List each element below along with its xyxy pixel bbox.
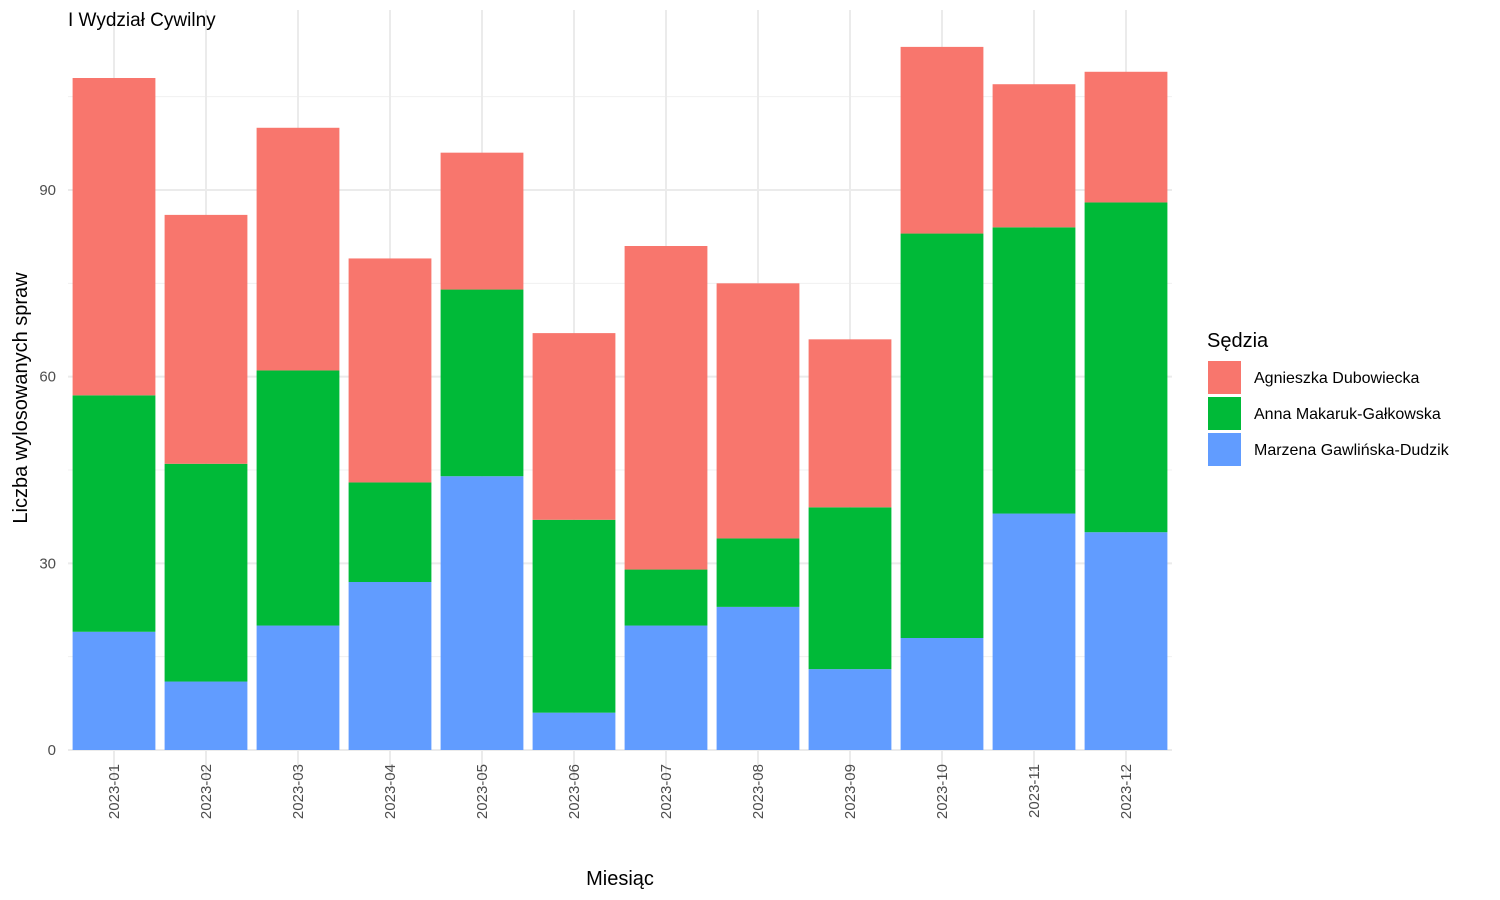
legend-key (1208, 433, 1241, 466)
y-tick-label: 60 (39, 369, 56, 386)
bar-segment (624, 569, 708, 626)
bar-segment (716, 283, 800, 539)
bar-segment (992, 84, 1076, 228)
bar-segment (1084, 71, 1168, 203)
x-tick-label: 2023-08 (750, 764, 767, 819)
legend-key (1208, 361, 1241, 394)
bar-segment (348, 582, 432, 750)
bar-segment (532, 712, 616, 750)
bar-segment (440, 152, 524, 290)
x-tick-label: 2023-07 (658, 764, 675, 819)
bar-segment (1084, 202, 1168, 533)
legend-label: Agnieszka Dubowiecka (1254, 370, 1420, 387)
bar-segment (72, 395, 156, 632)
bar-segment (900, 46, 984, 234)
bar-segment (900, 233, 984, 639)
bar-segment (992, 227, 1076, 514)
y-axis-ticks: 0 30 60 90 (39, 182, 56, 759)
bar-segment (164, 463, 248, 682)
bar-segment (900, 638, 984, 750)
x-tick-label: 2023-12 (1118, 764, 1135, 819)
x-tick-label: 2023-03 (290, 764, 307, 819)
bar-segment (624, 625, 708, 750)
legend: Sędzia Agnieszka Dubowiecka Anna Makaruk-… (1207, 330, 1450, 466)
bar-segment (808, 507, 892, 670)
bars (72, 46, 1168, 750)
bar-segment (348, 482, 432, 582)
bar-segment (532, 519, 616, 713)
legend-title: Sędzia (1207, 330, 1269, 352)
x-tick-label: 2023-02 (198, 764, 215, 819)
bar-segment (624, 246, 708, 570)
bar-segment (716, 606, 800, 750)
legend-label: Marzena Gawlińska-Dudzik (1254, 442, 1450, 459)
legend-label: Anna Makaruk-Gałkowska (1254, 406, 1441, 423)
y-axis-title: Liczba wylosowanych spraw (10, 272, 32, 524)
bar-segment (808, 339, 892, 508)
x-tick-label: 2023-11 (1026, 764, 1043, 818)
bar-segment (164, 214, 248, 464)
bar-segment (532, 333, 616, 520)
y-tick-label: 0 (48, 742, 56, 759)
chart-title: I Wydział Cywilny (68, 10, 216, 31)
bar-segment (716, 538, 800, 607)
bar-segment (440, 476, 524, 750)
x-tick-label: 2023-10 (934, 764, 951, 819)
bar-segment (808, 669, 892, 750)
x-tick-label: 2023-01 (106, 764, 123, 819)
bar-segment (256, 127, 340, 371)
bar-segment (72, 631, 156, 750)
y-tick-label: 30 (39, 555, 56, 572)
bar-segment (1084, 532, 1168, 750)
bar-segment (256, 625, 340, 750)
bar-segment (992, 513, 1076, 750)
bar-segment (164, 681, 248, 750)
x-tick-label: 2023-06 (566, 764, 583, 819)
bar-segment (440, 289, 524, 477)
bar-segment (256, 370, 340, 626)
x-axis-title: Miesiąc (586, 868, 654, 890)
legend-key (1208, 397, 1241, 430)
x-tick-label: 2023-04 (382, 764, 399, 819)
x-tick-label: 2023-05 (474, 764, 491, 819)
bar-segment (72, 78, 156, 396)
y-tick-label: 90 (39, 182, 56, 199)
x-axis-ticks: 2023-01 2023-02 2023-03 2023-04 2023-05 2023-… (106, 764, 1135, 819)
bar-segment (348, 258, 432, 483)
x-tick-label: 2023-09 (842, 764, 859, 819)
